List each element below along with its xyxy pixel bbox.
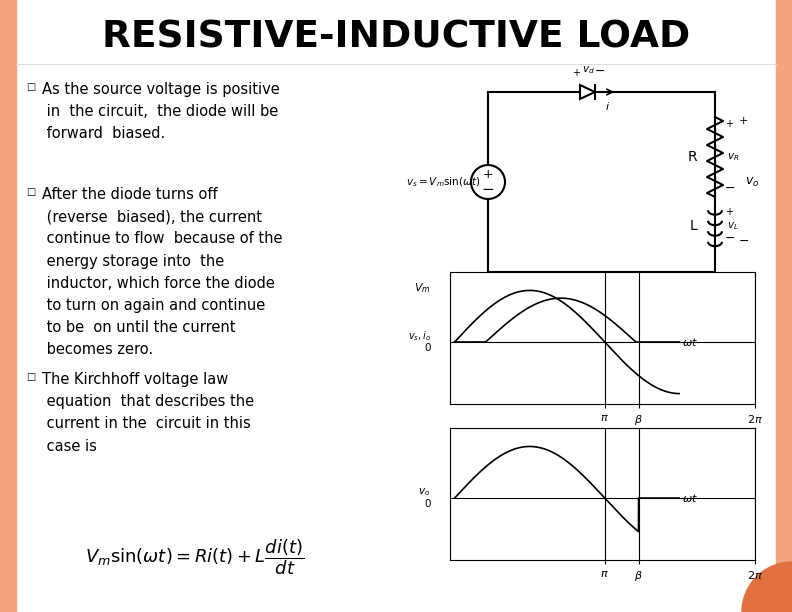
Text: □: □ xyxy=(26,372,36,382)
Text: −: − xyxy=(725,232,736,245)
Text: $V_m$: $V_m$ xyxy=(414,281,431,295)
Text: The Kirchhoff voltage law
 equation  that describes the
 current in the  circuit: The Kirchhoff voltage law equation that … xyxy=(42,372,254,453)
Text: L: L xyxy=(689,219,697,233)
Text: R: R xyxy=(687,150,697,164)
Text: $v_s = V_m\sin(\omega t)$: $v_s = V_m\sin(\omega t)$ xyxy=(406,175,480,188)
Bar xyxy=(0,0,16,612)
Text: □: □ xyxy=(26,82,36,92)
Text: +: + xyxy=(725,119,733,129)
Text: $v_o$: $v_o$ xyxy=(745,176,760,188)
Text: □: □ xyxy=(26,187,36,197)
Text: $i$: $i$ xyxy=(606,100,611,112)
Text: +: + xyxy=(482,168,493,182)
Text: +: + xyxy=(739,116,748,126)
Text: As the source voltage is positive
 in  the circuit,  the diode will be
 forward : As the source voltage is positive in the… xyxy=(42,82,280,141)
Text: −: − xyxy=(482,182,494,196)
Text: −: − xyxy=(739,234,749,247)
Text: RESISTIVE-INDUCTIVE LOAD: RESISTIVE-INDUCTIVE LOAD xyxy=(102,19,690,55)
Text: −: − xyxy=(595,65,605,78)
Text: After the diode turns off
 (reverse  biased), the current
 continue to flow  bec: After the diode turns off (reverse biase… xyxy=(42,187,283,357)
Wedge shape xyxy=(742,562,792,612)
Text: $\omega t$: $\omega t$ xyxy=(682,492,698,504)
Text: $V_m\sin(\omega t) = Ri(t) + L\dfrac{di(t)}{dt}$: $V_m\sin(\omega t) = Ri(t) + L\dfrac{di(… xyxy=(86,537,305,577)
Text: $v_d$: $v_d$ xyxy=(581,64,594,76)
Text: $v_L$: $v_L$ xyxy=(727,220,739,232)
Bar xyxy=(776,0,792,612)
Text: $v_o$: $v_o$ xyxy=(418,486,431,498)
Text: $v_s, i_o$: $v_s, i_o$ xyxy=(408,329,431,343)
Text: $v_R$: $v_R$ xyxy=(727,151,740,163)
Text: −: − xyxy=(725,182,736,195)
Text: +: + xyxy=(572,68,580,78)
Text: +: + xyxy=(725,207,733,217)
Text: 0: 0 xyxy=(425,499,431,509)
Text: $\omega t$: $\omega t$ xyxy=(682,336,698,348)
Text: 0: 0 xyxy=(425,343,431,353)
